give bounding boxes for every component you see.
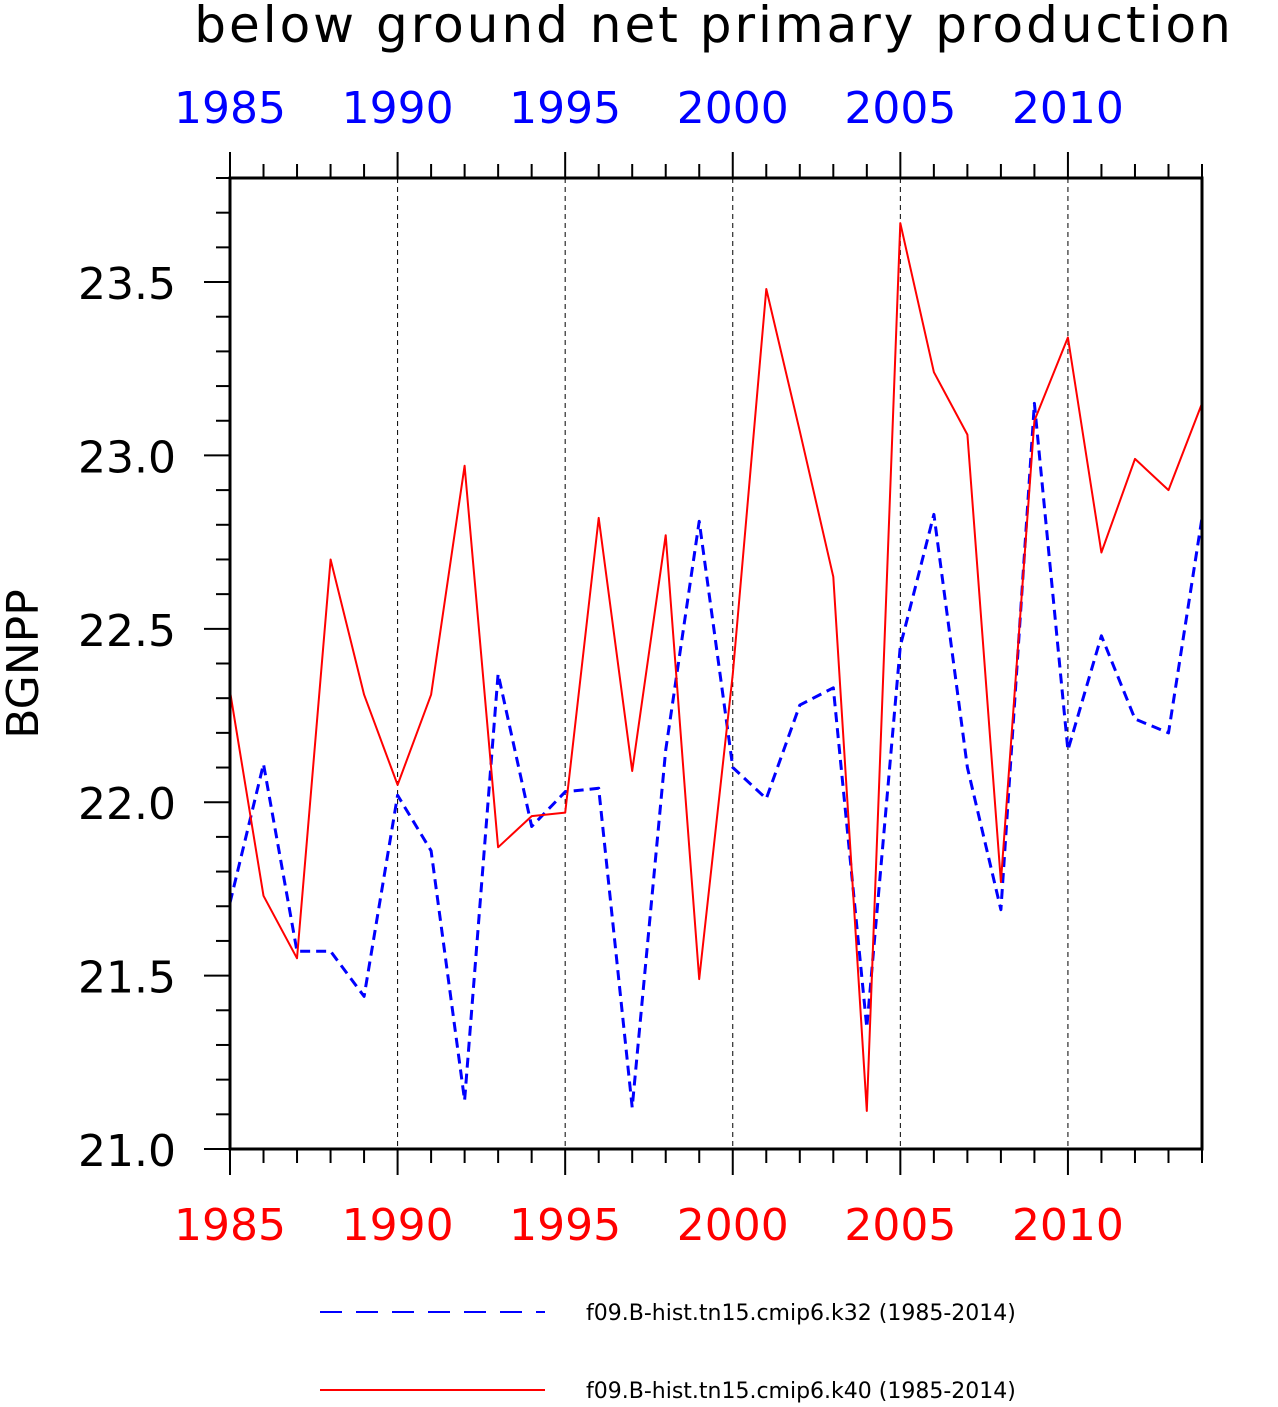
x-tick-label-bottom: 2010 [1012,1200,1124,1251]
axes [204,152,1204,1175]
series-lines [228,222,1204,1112]
x-tick-label-top: 2010 [1012,83,1124,134]
legend-label-1: f09.B-hist.tn15.cmip6.k32 (1985-2014) [586,1301,1016,1326]
legend-label-2: f09.B-hist.tn15.cmip6.k40 (1985-2014) [586,1379,1016,1404]
x-tick-label-bottom: 1985 [174,1200,286,1251]
series-line-1 [228,401,1204,1109]
y-tick-label: 21.0 [78,1126,176,1177]
y-tick-label: 21.5 [78,953,176,1004]
x-tick-label-bottom: 1990 [342,1200,454,1251]
chart-title: below ground net primary production [194,0,1234,54]
x-tick-label-top: 1995 [509,83,621,134]
y-tick-label: 23.0 [78,432,176,483]
y-tick-label: 22.5 [78,606,176,657]
y-tick-label: 23.5 [78,259,176,310]
plot-frame [228,176,1204,1151]
x-tick-label-bottom: 1995 [509,1200,621,1251]
series-line-2 [229,222,1203,1112]
x-tick-label-bottom: 2005 [844,1200,956,1251]
x-tick-label-top: 2005 [844,83,956,134]
x-tick-label-bottom: 2000 [677,1200,789,1251]
x-tick-label-top: 1990 [342,83,454,134]
y-axis-label: BGNPP [0,589,49,739]
y-tick-label: 22.0 [78,779,176,830]
x-tick-label-top: 2000 [677,83,789,134]
tick-labels: 21.0 21.5 22.0 22.5 23.0 23.5 1985 1985 1990 1990… [78,83,1124,1251]
x-tick-label-top: 1985 [174,83,286,134]
legend: f09.B-hist.tn15.cmip6.k32 (1985-2014) f09… [320,1301,1016,1404]
